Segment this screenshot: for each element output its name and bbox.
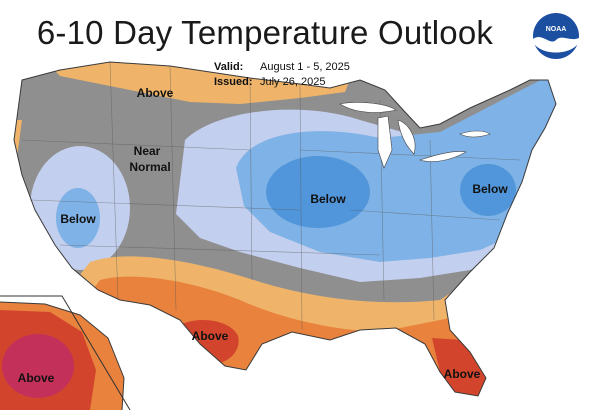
alaska-above-core [2,334,74,398]
below-east-core [460,164,516,216]
label-near-normal-line1: Near [134,144,161,158]
label-above-florida: Above [444,367,481,381]
above-west-coast-area [14,120,22,180]
label-above-texas: Above [192,329,229,343]
issued-date: July 26, 2025 [260,76,326,88]
alaska-inset-map [0,302,124,410]
great-lakes [339,102,491,169]
noaa-logo-icon: NOAA [533,13,579,59]
label-above-alaska: Above [18,371,55,385]
outlook-title: 6-10 Day Temperature Outlook [36,14,494,51]
valid-row: Valid: August 1 - 5, 2025 [214,60,350,75]
below-west-core [56,188,100,248]
issued-row: Issued: July 26, 2025 [214,75,350,90]
label-below-west: Below [60,212,96,226]
label-near-normal-line2: Normal [129,160,170,174]
validity-info: Valid: August 1 - 5, 2025 Issued: July 26,… [214,60,350,90]
valid-label: Valid: [214,61,244,73]
issued-label: Issued: [214,76,253,88]
noaa-logo-text: NOAA [546,26,567,33]
label-below-east: Below [472,182,508,196]
us-outline [13,61,557,397]
alaska-outline [0,301,125,410]
above-florida-core [432,338,486,396]
label-below-midwest: Below [310,192,346,206]
label-above-northwest: Above [137,86,174,100]
alaska-inset-frame [0,295,131,410]
contiguous-us-map [14,62,556,396]
valid-date: August 1 - 5, 2025 [260,61,350,73]
